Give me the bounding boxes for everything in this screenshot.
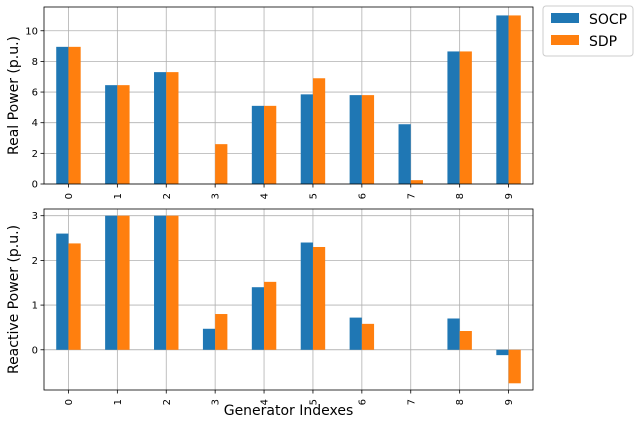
reactive-power-bar-sdp-6 [361,323,375,350]
reactive-power-x-tick-label: 7 [406,399,417,405]
real-power-bar-sdp-5 [312,78,326,184]
reactive-power-y-tick-label: 0 [32,345,38,356]
real-power-bar-sdp-3 [215,144,228,184]
reactive-power-bar-socp-3 [202,328,216,350]
reactive-power-bar-sdp-1 [117,215,130,350]
real-power-bar-socp-4 [251,105,265,184]
reactive-power-x-tick-label: 5 [308,399,319,405]
real-power-x-tick-label: 6 [357,193,368,199]
real-power-x-tick-label: 0 [64,193,75,199]
real-power-x-tick-label: 3 [211,193,222,199]
reactive-power-bar-socp-8 [447,318,460,350]
real-power-bar-sdp-0 [68,46,81,185]
real-power-x-tick-label: 5 [308,193,319,199]
real-power-chart: 0 2 4 6 8 10 0 1 2 3 4 5 6 7 8 9 Real Power (p.u.) [6,6,534,199]
reactive-power-x-tick-label: 1 [113,399,124,405]
real-power-x-tick-label: 1 [113,193,124,199]
reactive-power-bar-socp-1 [105,215,118,350]
reactive-power-x-tick-label: 2 [162,399,173,405]
real-power-bar-sdp-2 [166,72,179,184]
reactive-power-x-tick-label: 9 [504,399,515,405]
reactive-power-x-tick-label: 4 [260,399,271,405]
real-power-bar-sdp-8 [459,51,472,184]
reactive-power-x-axis-label: Generator Indexes [224,403,354,419]
legend-label-sdp: SDP [589,34,617,50]
real-power-plot-frame [43,6,534,185]
reactive-power-x-tick-label: 0 [64,399,75,405]
reactive-power-x-tick-label: 3 [211,399,222,405]
real-power-x-tick-label: 8 [455,193,466,199]
real-power-bar-socp-6 [349,95,362,184]
reactive-power-bar-socp-9 [496,349,509,356]
real-power-bar-sdp-7 [410,180,423,184]
reactive-power-bar-socp-4 [251,287,265,350]
real-power-bar-socp-1 [105,85,118,184]
reactive-power-y-tick-label: 1 [32,301,38,312]
legend: SOCP SDP [542,5,634,57]
legend-swatch-socp [551,13,579,23]
real-power-bar-sdp-4 [264,105,277,184]
real-power-bar-socp-5 [300,94,313,184]
real-power-bar-socp-2 [154,72,167,184]
real-power-bar-socp-8 [447,51,460,184]
real-power-x-tick-label: 4 [260,193,271,199]
reactive-power-bar-socp-0 [56,233,69,350]
reactive-power-y-axis-label: Reactive Power (p.u.) [6,225,22,374]
reactive-power-bar-sdp-9 [508,349,521,384]
real-power-y-tick-label: 8 [32,57,38,68]
reactive-power-x-tick-label: 6 [357,399,368,405]
real-power-y-tick-label: 2 [32,149,38,160]
reactive-power-bar-sdp-4 [264,281,277,350]
real-power-bar-socp-0 [56,46,69,185]
reactive-power-bar-socp-6 [349,317,362,350]
reactive-power-bar-sdp-3 [215,314,228,350]
reactive-power-bar-sdp-2 [166,215,179,350]
reactive-power-x-tick-label: 8 [455,399,466,405]
reactive-power-bar-socp-5 [300,242,313,350]
reactive-power-y-tick-label: 2 [32,256,38,267]
reactive-power-bar-sdp-0 [68,243,81,350]
real-power-bar-socp-9 [496,15,509,184]
reactive-power-plot-frame [43,208,534,391]
reactive-power-bar-sdp-8 [459,331,472,350]
legend-label-socp: SOCP [589,12,627,28]
real-power-bar-sdp-6 [361,95,375,184]
reactive-power-y-tick-label: 3 [32,211,38,222]
real-power-y-tick-label: 6 [32,88,38,99]
real-power-y-tick-label: 4 [32,118,38,129]
real-power-y-tick-label: 10 [25,26,38,37]
real-power-bar-sdp-1 [117,85,130,184]
real-power-x-tick-label: 2 [162,193,173,199]
real-power-bar-socp-7 [398,124,411,184]
real-power-x-tick-label: 9 [504,193,515,199]
reactive-power-bar-sdp-5 [312,246,326,350]
real-power-x-tick-label: 7 [406,193,417,199]
legend-swatch-sdp [551,35,579,45]
real-power-y-axis-label: Real Power (p.u.) [6,36,22,155]
reactive-power-chart: 0 1 2 3 0 1 2 3 4 5 6 7 8 9 Reactive Power (p.u.) Gen… [6,208,534,419]
reactive-power-bar-socp-2 [154,215,167,350]
real-power-y-tick-label: 0 [32,180,38,191]
real-power-bar-sdp-9 [508,15,521,184]
